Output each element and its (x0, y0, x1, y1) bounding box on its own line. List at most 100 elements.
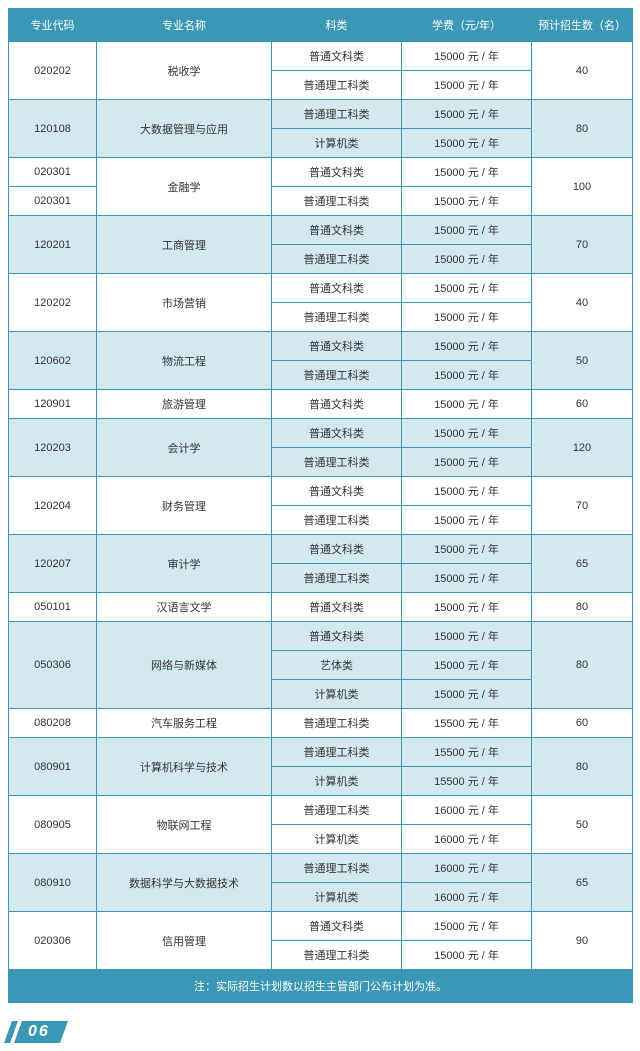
cell-category: 计算机类 (272, 680, 402, 709)
cell-enroll: 70 (532, 216, 633, 274)
table-row: 120108大数据管理与应用普通理工科类15000 元 / 年80 (9, 100, 633, 129)
cell-tuition: 15000 元 / 年 (402, 390, 532, 419)
cell-code: 120203 (9, 419, 97, 477)
table-row: 020301金融学普通文科类15000 元 / 年100 (9, 158, 633, 187)
cell-enroll: 70 (532, 477, 633, 535)
cell-tuition: 16000 元 / 年 (402, 883, 532, 912)
cell-name: 信用管理 (97, 912, 272, 970)
cell-enroll: 60 (532, 390, 633, 419)
cell-tuition: 15000 元 / 年 (402, 912, 532, 941)
cell-code: 050306 (9, 622, 97, 709)
table-row: 120201工商管理普通文科类15000 元 / 年70 (9, 216, 633, 245)
cell-code: 120901 (9, 390, 97, 419)
table-row: 120207审计学普通文科类15000 元 / 年65 (9, 535, 633, 564)
cell-code: 020301 (9, 187, 97, 216)
cell-category: 普通文科类 (272, 477, 402, 506)
cell-category: 计算机类 (272, 825, 402, 854)
cell-code: 020306 (9, 912, 97, 970)
cell-tuition: 15000 元 / 年 (402, 477, 532, 506)
cell-code: 080905 (9, 796, 97, 854)
cell-enroll: 80 (532, 738, 633, 796)
page-number: 06 (8, 1021, 632, 1043)
cell-tuition: 15000 元 / 年 (402, 564, 532, 593)
cell-name: 汉语言文学 (97, 593, 272, 622)
cell-enroll: 60 (532, 709, 633, 738)
table-row: 020202税收学普通文科类15000 元 / 年40 (9, 42, 633, 71)
cell-name: 工商管理 (97, 216, 272, 274)
cell-tuition: 15000 元 / 年 (402, 274, 532, 303)
cell-category: 普通文科类 (272, 419, 402, 448)
cell-code: 120207 (9, 535, 97, 593)
cell-code: 120108 (9, 100, 97, 158)
cell-enroll: 50 (532, 796, 633, 854)
cell-name: 数据科学与大数据技术 (97, 854, 272, 912)
table-row: 020306信用管理普通文科类15000 元 / 年90 (9, 912, 633, 941)
table-row: 080905物联网工程普通理工科类16000 元 / 年50 (9, 796, 633, 825)
cell-enroll: 100 (532, 158, 633, 216)
cell-name: 市场营销 (97, 274, 272, 332)
col-category: 科类 (272, 9, 402, 42)
table-row: 050306网络与新媒体普通文科类15000 元 / 年80 (9, 622, 633, 651)
cell-enroll: 80 (532, 100, 633, 158)
cell-tuition: 15000 元 / 年 (402, 941, 532, 970)
cell-name: 税收学 (97, 42, 272, 100)
table-row: 080901计算机科学与技术普通理工科类15500 元 / 年80 (9, 738, 633, 767)
cell-name: 会计学 (97, 419, 272, 477)
cell-category: 计算机类 (272, 767, 402, 796)
cell-code: 120602 (9, 332, 97, 390)
cell-name: 汽车服务工程 (97, 709, 272, 738)
cell-enroll: 40 (532, 42, 633, 100)
table-row: 120202市场营销普通文科类15000 元 / 年40 (9, 274, 633, 303)
cell-tuition: 15000 元 / 年 (402, 622, 532, 651)
cell-name: 网络与新媒体 (97, 622, 272, 709)
cell-tuition: 15000 元 / 年 (402, 158, 532, 187)
cell-code: 120204 (9, 477, 97, 535)
footnote-row: 注：实际招生计划数以招生主管部门公布计划为准。 (9, 970, 633, 1003)
cell-name: 审计学 (97, 535, 272, 593)
cell-tuition: 15500 元 / 年 (402, 709, 532, 738)
cell-category: 普通理工科类 (272, 303, 402, 332)
cell-category: 普通理工科类 (272, 187, 402, 216)
cell-category: 普通理工科类 (272, 796, 402, 825)
cell-category: 计算机类 (272, 129, 402, 158)
cell-tuition: 15000 元 / 年 (402, 535, 532, 564)
cell-category: 计算机类 (272, 883, 402, 912)
cell-category: 普通文科类 (272, 274, 402, 303)
cell-tuition: 15000 元 / 年 (402, 187, 532, 216)
cell-tuition: 15000 元 / 年 (402, 332, 532, 361)
cell-enroll: 50 (532, 332, 633, 390)
cell-category: 普通文科类 (272, 593, 402, 622)
cell-category: 普通理工科类 (272, 709, 402, 738)
table-row: 050101汉语言文学普通文科类15000 元 / 年80 (9, 593, 633, 622)
cell-enroll: 80 (532, 622, 633, 709)
cell-tuition: 15000 元 / 年 (402, 42, 532, 71)
table-header-row: 专业代码 专业名称 科类 学费（元/年） 预计招生数（名） (9, 9, 633, 42)
cell-tuition: 15000 元 / 年 (402, 680, 532, 709)
cell-code: 050101 (9, 593, 97, 622)
cell-category: 普通理工科类 (272, 564, 402, 593)
col-enroll: 预计招生数（名） (532, 9, 633, 42)
cell-name: 计算机科学与技术 (97, 738, 272, 796)
cell-tuition: 15000 元 / 年 (402, 361, 532, 390)
cell-code: 020202 (9, 42, 97, 100)
col-code: 专业代码 (9, 9, 97, 42)
cell-tuition: 15000 元 / 年 (402, 651, 532, 680)
cell-name: 财务管理 (97, 477, 272, 535)
cell-category: 普通文科类 (272, 216, 402, 245)
cell-name: 物联网工程 (97, 796, 272, 854)
cell-tuition: 15000 元 / 年 (402, 216, 532, 245)
cell-tuition: 16000 元 / 年 (402, 854, 532, 883)
cell-tuition: 15000 元 / 年 (402, 71, 532, 100)
cell-code: 080208 (9, 709, 97, 738)
cell-tuition: 15500 元 / 年 (402, 738, 532, 767)
footnote-text: 注：实际招生计划数以招生主管部门公布计划为准。 (9, 970, 633, 1003)
cell-tuition: 15500 元 / 年 (402, 767, 532, 796)
page-number-box: 06 (14, 1021, 68, 1043)
cell-tuition: 15000 元 / 年 (402, 593, 532, 622)
cell-category: 普通理工科类 (272, 738, 402, 767)
cell-code: 080901 (9, 738, 97, 796)
cell-enroll: 90 (532, 912, 633, 970)
cell-category: 普通理工科类 (272, 448, 402, 477)
cell-category: 普通文科类 (272, 42, 402, 71)
table-row: 120602物流工程普通文科类15000 元 / 年50 (9, 332, 633, 361)
